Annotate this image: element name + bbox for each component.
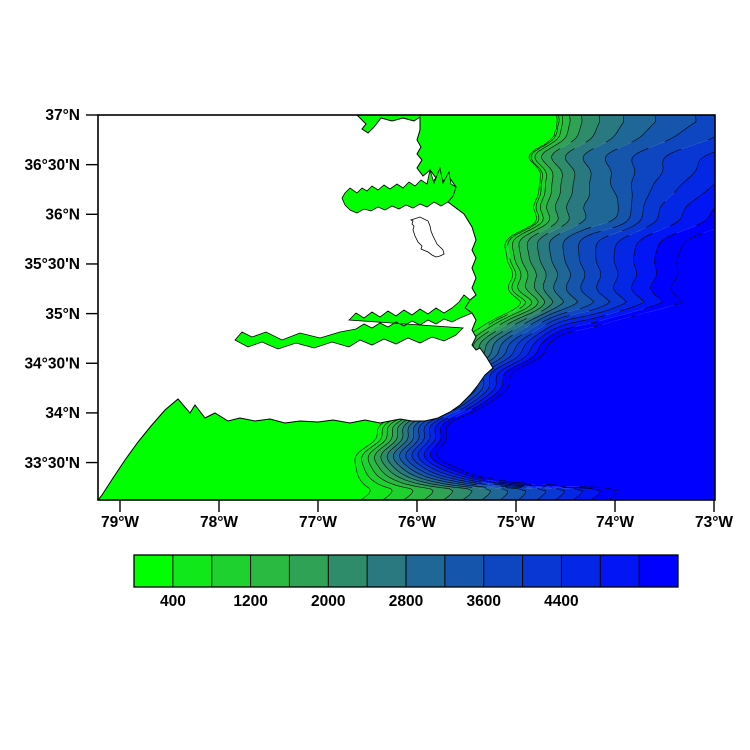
svg-text:78°W: 78°W (200, 514, 238, 531)
svg-text:400: 400 (160, 593, 186, 610)
svg-text:33°30'N: 33°30'N (24, 455, 80, 472)
svg-text:3600: 3600 (466, 593, 500, 610)
svg-text:77°W: 77°W (299, 514, 337, 531)
svg-text:4400: 4400 (544, 593, 578, 610)
svg-text:79°W: 79°W (101, 514, 139, 531)
svg-text:34°N: 34°N (45, 405, 80, 422)
svg-text:1200: 1200 (233, 593, 267, 610)
svg-text:36°30'N: 36°30'N (24, 157, 80, 174)
svg-text:75°W: 75°W (497, 514, 535, 531)
svg-text:35°N: 35°N (45, 306, 80, 323)
svg-text:2000: 2000 (311, 593, 345, 610)
svg-text:2800: 2800 (389, 593, 423, 610)
svg-text:76°W: 76°W (398, 514, 436, 531)
svg-text:36°N: 36°N (45, 207, 80, 224)
svg-text:35°30'N: 35°30'N (24, 256, 80, 273)
svg-text:73°W: 73°W (695, 514, 733, 531)
svg-text:37°N: 37°N (45, 107, 80, 124)
svg-text:34°30'N: 34°30'N (24, 355, 80, 372)
svg-text:74°W: 74°W (596, 514, 634, 531)
